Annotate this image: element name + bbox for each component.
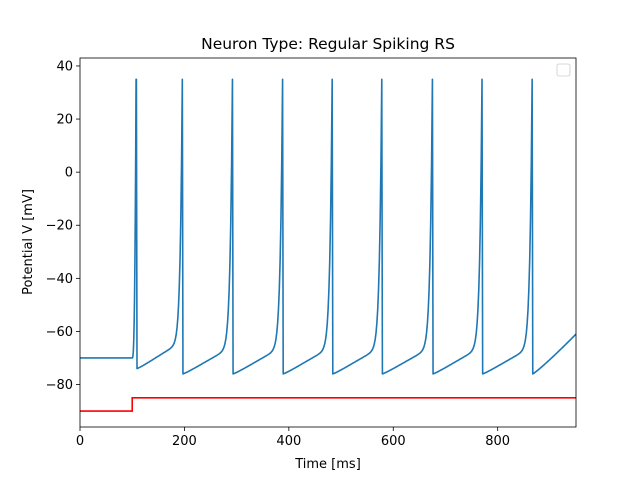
- x-axis-label: Time [ms]: [294, 457, 361, 472]
- x-tick-label: 200: [172, 434, 197, 449]
- y-tick-label: −60: [46, 325, 73, 340]
- x-tick-label: 800: [485, 434, 510, 449]
- legend-box: [556, 63, 571, 77]
- plot-area: [80, 78, 576, 412]
- y-tick-label: 20: [56, 113, 73, 128]
- y-axis-label: Potential V [mV]: [21, 189, 36, 295]
- y-tick-label: 0: [65, 166, 73, 181]
- y-tick-label: 40: [56, 59, 73, 74]
- x-tick-label: 0: [76, 434, 84, 449]
- x-axis: 0 200 400 600 800: [76, 427, 510, 449]
- series-input-current: [80, 397, 576, 412]
- y-tick-label: −40: [46, 272, 73, 287]
- x-tick-label: 400: [276, 434, 301, 449]
- series-membrane-potential: [80, 78, 576, 375]
- legend: [556, 63, 571, 77]
- y-tick-label: −20: [46, 219, 73, 234]
- x-tick-label: 600: [381, 434, 406, 449]
- y-tick-label: −80: [46, 378, 73, 393]
- chart-title: Neuron Type: Regular Spiking RS: [201, 35, 455, 53]
- y-axis: 40 20 0 −20 −40 −60 −80: [46, 59, 80, 393]
- plot-frame: [79, 57, 577, 428]
